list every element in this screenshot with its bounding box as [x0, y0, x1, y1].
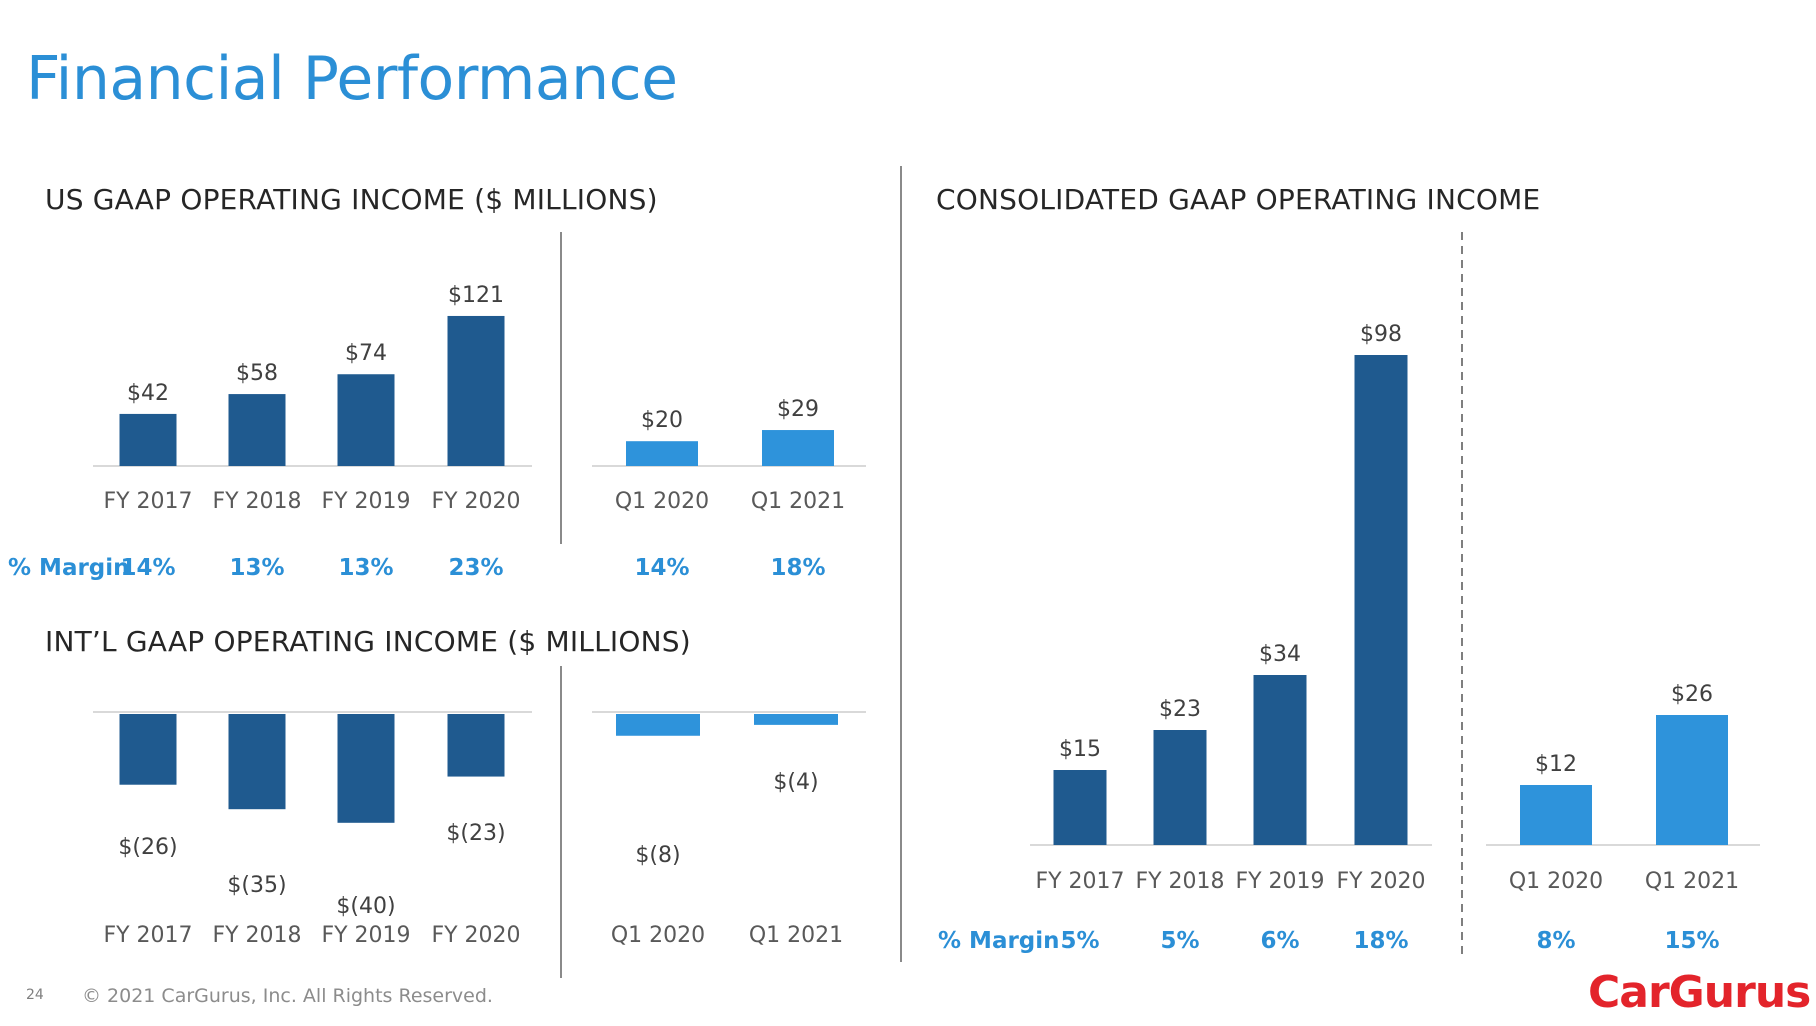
data-label: $(23): [446, 821, 505, 846]
x-tick-label: FY 2017: [103, 923, 192, 948]
bar: [1253, 675, 1307, 845]
bar: [337, 714, 395, 823]
margin-value: 5%: [1160, 928, 1199, 954]
page-number: 24: [26, 987, 44, 1003]
x-tick-label: Q1 2020: [1509, 869, 1603, 894]
bar: [228, 394, 286, 466]
x-tick-label: Q1 2021: [1645, 869, 1739, 894]
intl-chart-title: INT’L GAAP OPERATING INCOME ($ MILLIONS): [45, 625, 691, 658]
bar: [337, 374, 395, 466]
x-tick-label: FY 2017: [103, 489, 192, 514]
margin-value: 23%: [448, 555, 503, 581]
data-label: $(35): [227, 873, 286, 898]
bar: [119, 413, 177, 466]
consolidated-margin-label: % Margin: [938, 928, 1060, 954]
bar: [754, 714, 838, 725]
bar: [1153, 730, 1207, 845]
x-tick-label: FY 2020: [1336, 869, 1425, 894]
margin-value: 13%: [338, 555, 393, 581]
cargurus-logo: CarGurus: [1588, 967, 1811, 1018]
bar: [1520, 785, 1592, 845]
page-title: Financial Performance: [26, 44, 678, 114]
margin-value: 6%: [1260, 928, 1299, 954]
data-label: $26: [1671, 682, 1713, 707]
x-tick-label: FY 2018: [212, 489, 301, 514]
bar: [447, 714, 505, 777]
bar: [119, 714, 177, 785]
x-tick-label: FY 2018: [1135, 869, 1224, 894]
copyright-text: © 2021 CarGurus, Inc. All Rights Reserve…: [82, 985, 493, 1007]
data-label: $(8): [635, 843, 680, 868]
margin-value: 15%: [1664, 928, 1719, 954]
x-tick-label: FY 2019: [321, 489, 410, 514]
data-label: $(40): [336, 894, 395, 919]
bar: [1656, 715, 1728, 845]
data-label: $20: [641, 408, 683, 433]
data-label: $29: [777, 397, 819, 422]
bar: [1354, 355, 1408, 845]
x-tick-label: Q1 2020: [615, 489, 709, 514]
margin-value: 14%: [634, 555, 689, 581]
data-label: $(26): [118, 835, 177, 860]
x-tick-label: Q1 2021: [749, 923, 843, 948]
data-label: $23: [1159, 697, 1201, 722]
data-label: $98: [1360, 322, 1402, 347]
margin-value: 13%: [229, 555, 284, 581]
us-chart-title: US GAAP OPERATING INCOME ($ MILLIONS): [45, 183, 658, 216]
data-label: $(4): [773, 770, 818, 795]
margin-value: 8%: [1536, 928, 1575, 954]
x-tick-label: Q1 2021: [751, 489, 845, 514]
bar: [1053, 770, 1107, 845]
bar: [616, 714, 700, 736]
x-tick-label: FY 2018: [212, 923, 301, 948]
data-label: $58: [236, 361, 278, 386]
margin-value: 14%: [120, 555, 175, 581]
bar: [762, 430, 834, 466]
bar: [228, 714, 286, 810]
x-tick-label: Q1 2020: [611, 923, 705, 948]
x-tick-label: FY 2020: [431, 489, 520, 514]
bar: [447, 315, 505, 466]
us-margin-label: % Margin: [8, 555, 130, 581]
data-label: $34: [1259, 642, 1301, 667]
data-label: $74: [345, 341, 387, 366]
data-label: $121: [448, 283, 504, 308]
x-tick-label: FY 2020: [431, 923, 520, 948]
data-label: $42: [127, 381, 169, 406]
section-divider: [900, 166, 902, 962]
us-chart-divider: [560, 232, 562, 544]
x-tick-label: FY 2019: [1235, 869, 1324, 894]
bar: [626, 441, 698, 466]
data-label: $15: [1059, 737, 1101, 762]
margin-value: 18%: [1353, 928, 1408, 954]
data-label: $12: [1535, 752, 1577, 777]
x-tick-label: FY 2017: [1035, 869, 1124, 894]
consolidated-chart-title: CONSOLIDATED GAAP OPERATING INCOME: [936, 183, 1541, 216]
intl-chart-divider: [560, 666, 562, 978]
margin-value: 18%: [770, 555, 825, 581]
margin-value: 5%: [1060, 928, 1099, 954]
x-tick-label: FY 2019: [321, 923, 410, 948]
